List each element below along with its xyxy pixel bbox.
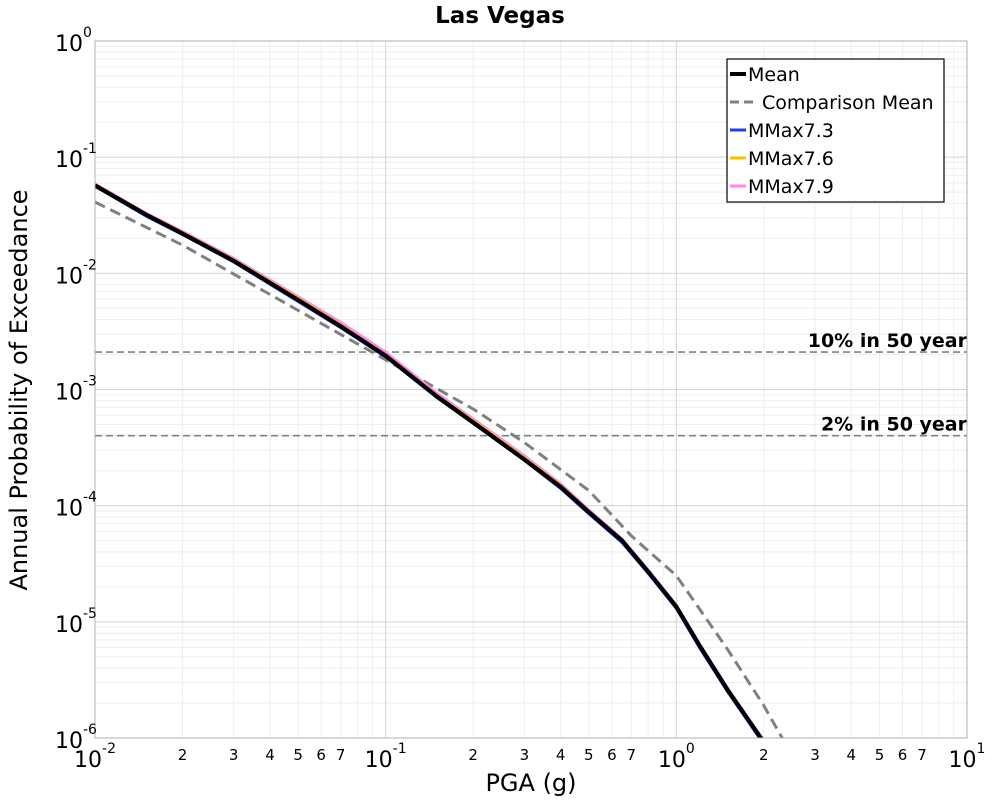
- y-tick-label: 10-5: [55, 606, 97, 638]
- x-minor-tick-label: 2: [468, 746, 478, 764]
- x-minor-tick-label: 7: [336, 746, 346, 764]
- y-axis-ticks: 100 10-1 10-2 10-3 10-4 10-5 10-6: [55, 25, 97, 754]
- x-minor-tick-label: 6: [607, 746, 617, 764]
- x-minor-tick-label: 4: [556, 746, 566, 764]
- x-minor-tick-label: 5: [293, 746, 303, 764]
- y-tick-label: 10-3: [55, 374, 97, 406]
- x-minor-tick-label: 7: [627, 746, 637, 764]
- x-axis-label: PGA (g): [485, 769, 576, 797]
- y-tick-label: 10-2: [55, 257, 97, 289]
- plot-frame: [94, 40, 968, 739]
- reference-lines: 10% in 50 year 2% in 50 year: [95, 330, 968, 437]
- x-tick-label: 100: [658, 741, 695, 773]
- legend-label: Comparison Mean: [762, 92, 934, 114]
- y-tick-label: 10-1: [55, 141, 97, 173]
- x-minor-tick-label: 3: [520, 746, 530, 764]
- x-minor-tick-label: 5: [584, 746, 594, 764]
- y-axis-label: Annual Probability of Exceedance: [5, 189, 33, 590]
- x-minor-tick-label: 4: [847, 746, 857, 764]
- legend-label: MMax7.6: [748, 148, 834, 170]
- x-minor-tick-label: 5: [875, 746, 885, 764]
- x-minor-tick-label: 3: [810, 746, 820, 764]
- x-tick-label: 10-2: [74, 741, 116, 773]
- x-minor-tick-label: 3: [229, 746, 239, 764]
- legend-label: MMax7.3: [748, 120, 834, 142]
- y-tick-label: 10-4: [55, 490, 97, 522]
- x-minor-tick-label: 4: [265, 746, 275, 764]
- series-layer: [95, 182, 784, 738]
- x-minor-tick-label: 2: [178, 746, 188, 764]
- y-tick-label: 10-6: [55, 722, 97, 754]
- x-minor-tick-label: 6: [316, 746, 326, 764]
- legend-box: [726, 58, 945, 203]
- x-minor-tick-label: 7: [917, 746, 927, 764]
- x-tick-label: 101: [949, 741, 986, 773]
- series-line-comparison-mean: [95, 200, 784, 738]
- legend-label: MMax7.9: [748, 176, 834, 198]
- y-tick-label: 100: [55, 25, 92, 57]
- reference-line-label: 2% in 50 year: [821, 414, 968, 436]
- x-tick-label: 10-1: [365, 741, 407, 773]
- reference-line-label: 10% in 50 year: [808, 330, 968, 352]
- legend: Mean Comparison Mean MMax7.3 MMax7.6 MMax7.9: [726, 58, 945, 203]
- chart-title: Las Vegas: [435, 3, 565, 29]
- x-minor-tick-label: 6: [898, 746, 908, 764]
- legend-label: Mean: [748, 64, 800, 86]
- x-minor-tick-label: 2: [759, 746, 769, 764]
- series-line-mean: [95, 183, 764, 738]
